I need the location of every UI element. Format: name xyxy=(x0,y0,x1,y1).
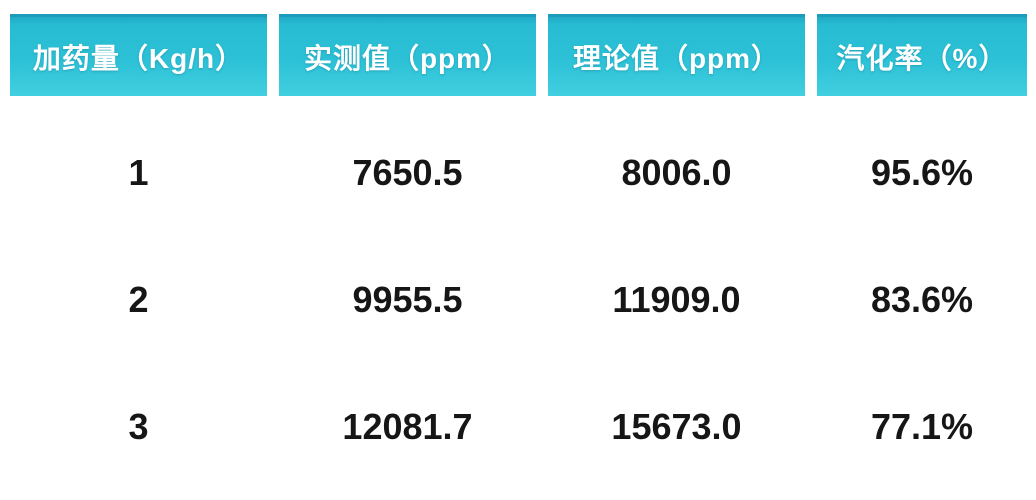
cell-dosage: 3 xyxy=(128,405,149,447)
cell-vaporization-rate: 77.1% xyxy=(870,405,974,447)
column-header-theoretical-value: 理论值（ppm） xyxy=(548,14,805,96)
cell-theoretical-value: 15673.0 xyxy=(611,405,742,447)
column-header-dosage: 加药量（Kg/h） xyxy=(10,14,267,96)
cell-dosage: 1 xyxy=(128,151,149,193)
dosage-results-table: 加药量（Kg/h） 实测值（ppm） 理论值（ppm） 汽化率（%） 1 765… xyxy=(0,14,1036,500)
cell-theoretical-value: 11909.0 xyxy=(612,278,741,320)
cell-vaporization-rate: 95.6% xyxy=(870,151,974,193)
column-header-vaporization-rate: 汽化率（%） xyxy=(817,14,1027,96)
cell-measured-value: 7650.5 xyxy=(352,151,463,193)
table-body: 1 7650.5 8006.0 95.6% 2 9955.5 11909.0 8… xyxy=(0,109,1036,490)
cell-measured-value: 12081.7 xyxy=(342,405,473,447)
cell-theoretical-value: 8006.0 xyxy=(621,151,732,193)
table-header-row: 加药量（Kg/h） 实测值（ppm） 理论值（ppm） 汽化率（%） xyxy=(0,14,1036,96)
cell-measured-value: 9955.5 xyxy=(352,278,463,320)
cell-dosage: 2 xyxy=(128,278,149,320)
cell-vaporization-rate: 83.6% xyxy=(870,278,974,320)
column-header-measured-value: 实测值（ppm） xyxy=(279,14,536,96)
